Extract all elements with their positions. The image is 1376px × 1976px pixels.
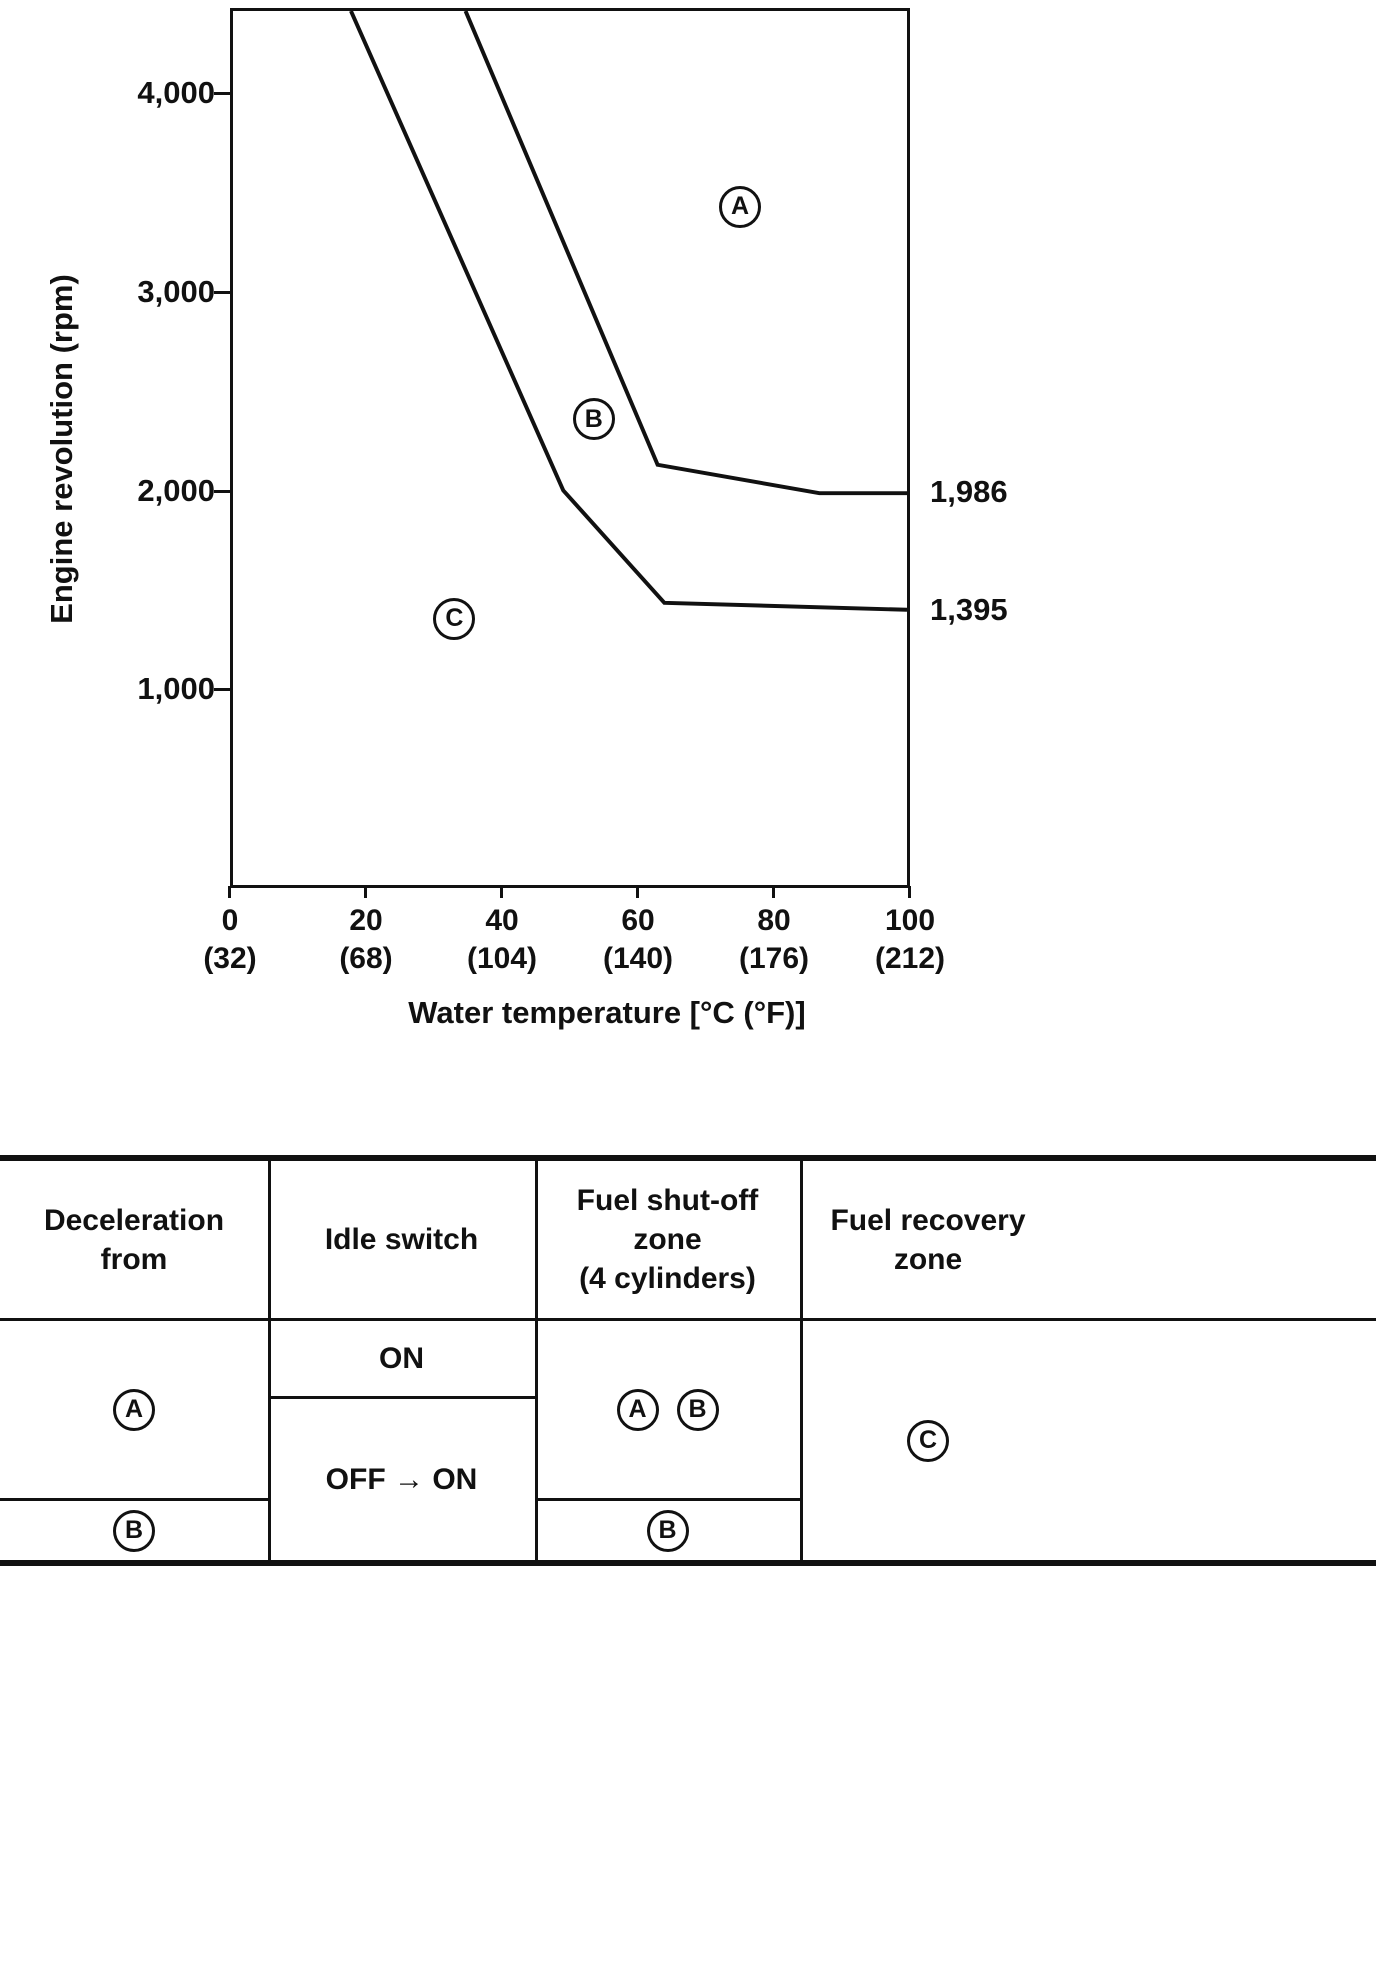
table-header-divider	[0, 1318, 1376, 1321]
x-tick-celsius: 20	[349, 904, 383, 937]
y-tick-mark	[214, 92, 230, 96]
plot-area	[230, 8, 910, 888]
x-tick-label: 80 (176)	[704, 902, 844, 978]
x-tick-celsius: 100	[884, 904, 936, 937]
x-tick-fahrenheit: (140)	[602, 942, 674, 975]
cell-fuel-recovery-c: C	[800, 1321, 1056, 1560]
fuel-shutoff-upper-boundary	[463, 11, 907, 496]
y-axis-title: Engine revolution (rpm)	[44, 274, 79, 624]
header-fuel-recovery-zone: Fuel recovery zone	[830, 1203, 1026, 1276]
x-tick-celsius: 0	[221, 904, 239, 937]
x-tick-mark	[500, 886, 503, 898]
column-divider-2	[535, 1155, 538, 1566]
x-tick-label: 20 (68)	[296, 902, 436, 978]
curve-end-value: 1,395	[930, 591, 1008, 627]
y-tick-mark	[214, 688, 230, 692]
x-tick-fahrenheit: (104)	[466, 942, 538, 975]
idle-switch-row-divider	[268, 1396, 535, 1399]
x-tick-label: 100 (212)	[840, 902, 980, 978]
cell-deceleration-b: B	[0, 1501, 268, 1560]
header-deceleration-from: Deceleration from	[43, 1203, 225, 1276]
x-tick-mark	[636, 886, 639, 898]
header-idle-switch: Idle switch	[324, 1223, 479, 1256]
circled-b: B	[113, 1509, 155, 1552]
column-divider-1	[268, 1155, 271, 1566]
cell-fuel-shutoff-ab: A B	[535, 1321, 800, 1498]
y-tick-label: 1,000	[137, 671, 215, 707]
y-tick-label: 2,000	[137, 472, 215, 508]
x-tick-fahrenheit: (32)	[203, 942, 257, 975]
circled-b: B	[646, 1509, 689, 1552]
x-axis-title: Water temperature [°C (°F)]	[408, 995, 806, 1030]
x-tick-celsius: 80	[757, 904, 791, 937]
curve-end-value: 1,986	[930, 474, 1008, 510]
y-tick-label: 4,000	[137, 75, 215, 111]
fuel-shutoff-row-divider	[535, 1498, 800, 1501]
plot-canvas	[349, 11, 907, 612]
fuel-recovery-lower-boundary	[349, 11, 907, 612]
circled-a: A	[113, 1388, 155, 1431]
table-top-border	[0, 1155, 1376, 1161]
x-tick-fahrenheit: (176)	[738, 942, 810, 975]
cell-fuel-shutoff-b: B	[535, 1501, 800, 1560]
x-tick-fahrenheit: (212)	[874, 942, 946, 975]
zone-label-b: B	[572, 398, 615, 441]
zone-label-c: C	[433, 597, 476, 640]
x-tick-mark	[908, 886, 911, 898]
zone-label-a: A	[719, 185, 761, 228]
header-fuel-shutoff-zone: Fuel shut-off zone (4 cylinders)	[576, 1184, 759, 1295]
circled-b: B	[676, 1388, 719, 1431]
deceleration-row-divider	[0, 1498, 268, 1501]
y-tick-mark	[214, 489, 230, 493]
x-tick-mark	[364, 886, 367, 898]
column-divider-3	[800, 1155, 803, 1566]
y-tick-label: 3,000	[137, 274, 215, 310]
x-tick-mark	[228, 886, 231, 898]
x-tick-label: 0 (32)	[160, 902, 300, 978]
cell-idle-switch-on: ON	[379, 1342, 424, 1375]
circled-c: C	[907, 1419, 949, 1462]
table-bottom-border	[0, 1560, 1376, 1566]
x-tick-fahrenheit: (68)	[339, 942, 393, 975]
y-tick-mark	[214, 291, 230, 295]
x-tick-celsius: 40	[485, 904, 519, 937]
cell-idle-switch-off-on: OFF → ON	[325, 1463, 478, 1496]
x-tick-label: 60 (140)	[568, 902, 708, 978]
x-tick-celsius: 60	[621, 904, 655, 937]
x-tick-label: 40 (104)	[432, 902, 572, 978]
circled-a: A	[616, 1388, 659, 1431]
x-tick-mark	[772, 886, 775, 898]
cell-deceleration-a: A	[0, 1321, 268, 1498]
